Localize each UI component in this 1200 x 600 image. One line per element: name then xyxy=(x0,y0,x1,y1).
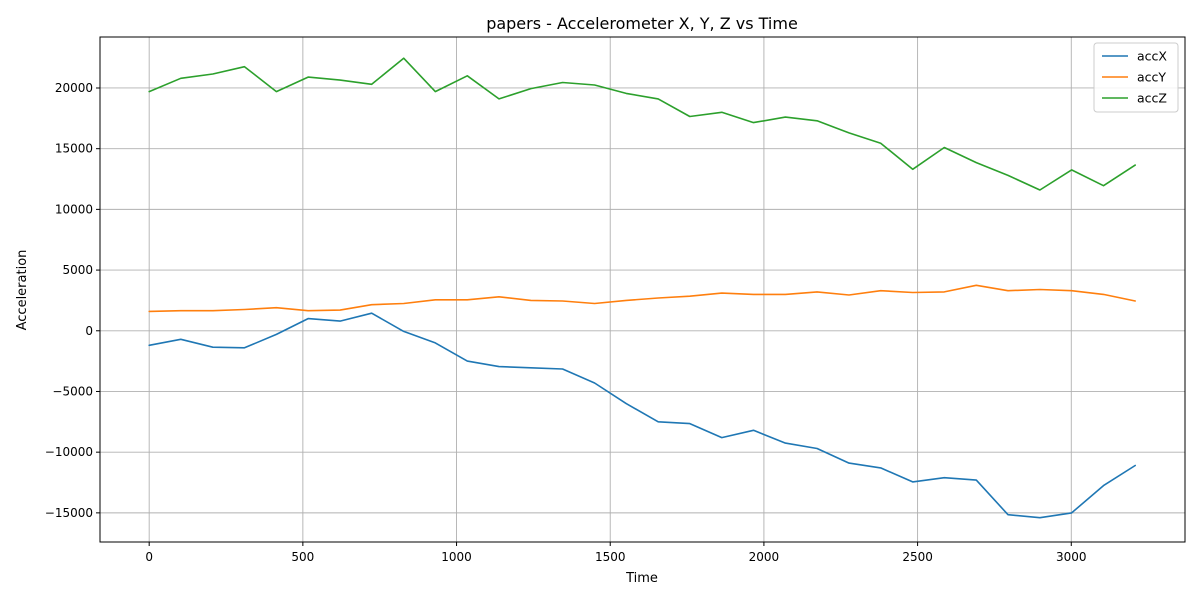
x-tick-label: 500 xyxy=(291,550,314,564)
y-tick-label: 0 xyxy=(85,324,93,338)
plot-frame xyxy=(99,36,1186,543)
series-line-accZ xyxy=(148,57,1136,191)
chart-title: papers - Accelerometer X, Y, Z vs Time xyxy=(486,14,798,33)
y-tick-label: 20000 xyxy=(55,81,93,95)
x-tick-label: 1500 xyxy=(595,550,626,564)
y-tick-label: 15000 xyxy=(55,142,93,156)
legend-label-accZ: accZ xyxy=(1137,91,1167,106)
series-layer xyxy=(148,57,1136,519)
series-line-accY xyxy=(148,284,1136,313)
y-tick-label: −5000 xyxy=(52,384,93,398)
x-axis-label: Time xyxy=(625,571,658,586)
legend: accX accY accZ xyxy=(1093,42,1179,113)
y-tick-label: −10000 xyxy=(45,445,93,459)
x-tick-label: 2500 xyxy=(902,550,933,564)
legend-label-accY: accY xyxy=(1137,70,1166,85)
y-tick-label: −15000 xyxy=(45,506,93,520)
grid xyxy=(100,37,1185,542)
x-tick-label: 1000 xyxy=(441,550,472,564)
y-tick-label: 5000 xyxy=(62,263,93,277)
x-tick-label: 3000 xyxy=(1056,550,1087,564)
legend-box xyxy=(1093,42,1179,113)
axis-ticks: 0 500 1000 1500 2000 2500 3000 −15000 −10000 −500… xyxy=(45,81,1087,564)
x-tick-label: 0 xyxy=(145,550,153,564)
y-tick-label: 10000 xyxy=(55,202,93,216)
legend-label-accX: accX xyxy=(1137,49,1167,64)
series-line-accX xyxy=(148,312,1136,519)
y-axis-label: Acceleration xyxy=(15,250,30,331)
x-tick-label: 2000 xyxy=(749,550,780,564)
